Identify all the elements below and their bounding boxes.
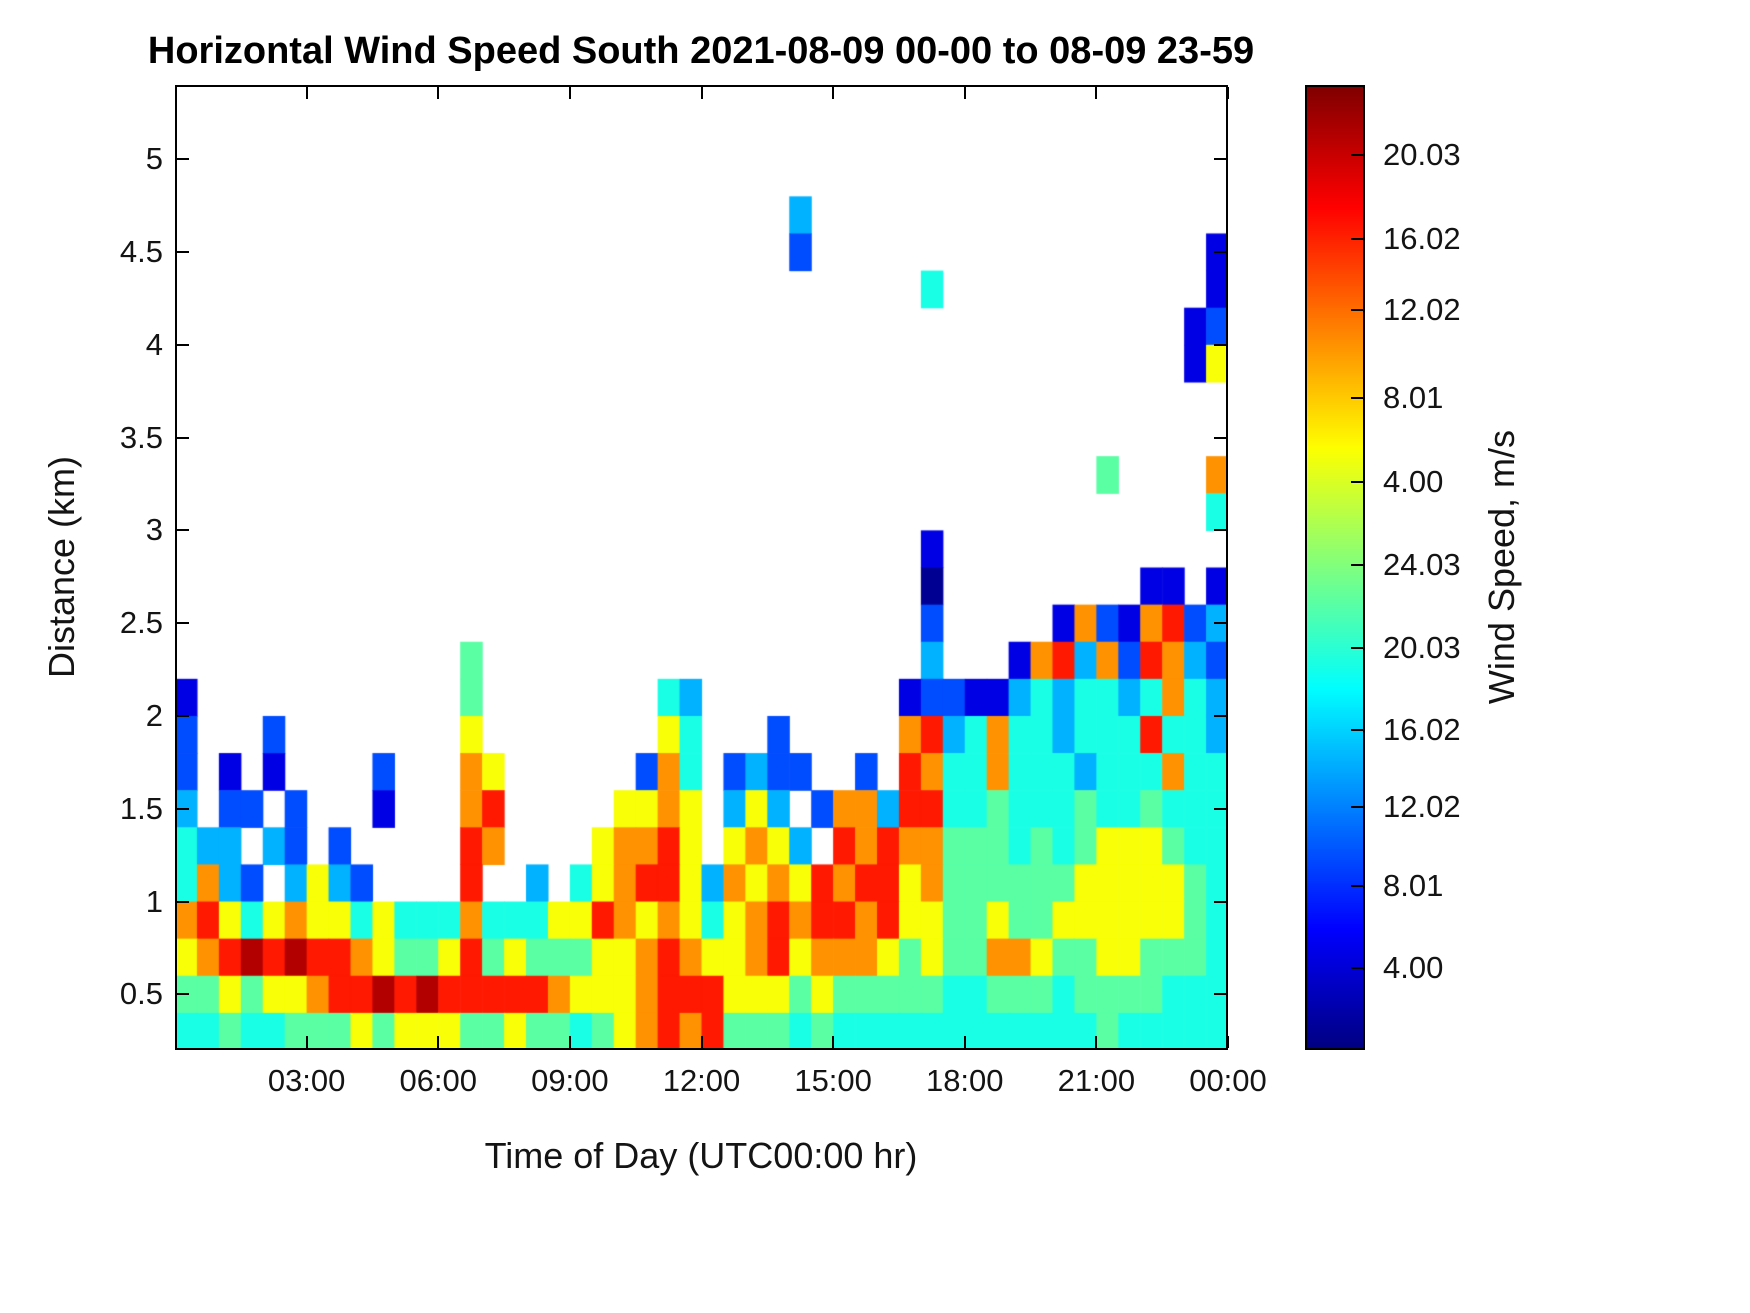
y-tick-label: 5 [145, 141, 163, 177]
x-tick-mark-top [568, 87, 571, 99]
x-tick-label: 18:00 [925, 1063, 1004, 1098]
x-tick-mark [963, 1036, 966, 1048]
colorbar-tick-mark [1351, 805, 1363, 808]
y-tick-mark-right [1214, 251, 1226, 254]
y-tick-mark [177, 807, 189, 810]
x-axis-label: Time of Day (UTC00:00 hr) [484, 1135, 918, 1176]
y-tick-mark-right [1214, 714, 1226, 717]
x-tick-mark-top [437, 87, 440, 99]
y-tick-label: 2 [145, 697, 163, 733]
x-tick-mark-top [700, 87, 703, 99]
x-tick-label: 12:00 [662, 1063, 741, 1098]
colorbar-tick-mark [1351, 154, 1363, 157]
colorbar-tick-mark [1351, 646, 1363, 649]
y-tick-mark [177, 251, 189, 254]
colorbar-tick-mark [1351, 563, 1363, 566]
x-tick-label: 15:00 [794, 1063, 872, 1098]
colorbar-gradient-canvas [1305, 85, 1365, 1050]
x-tick-mark [568, 1036, 571, 1048]
y-tick-mark-right [1214, 343, 1226, 346]
y-tick-mark-right [1214, 622, 1226, 625]
x-tick-mark-top [963, 87, 966, 99]
x-tick-mark [832, 1036, 835, 1048]
colorbar-tick-label: 16.02 [1383, 221, 1461, 257]
y-tick-mark-right [1214, 993, 1226, 996]
colorbar-tick-label: 4.00 [1383, 463, 1444, 499]
colorbar-tick-mark [1351, 884, 1363, 887]
colorbar-tick-mark [1351, 238, 1363, 241]
y-tick-mark-right [1214, 807, 1226, 810]
y-axis-label: Distance (km) [41, 455, 82, 679]
colorbar-tick-label: 24.03 [1383, 546, 1461, 582]
y-tick-label: 4 [145, 326, 163, 362]
colorbar-tick-label: 20.03 [1383, 137, 1461, 173]
colorbar-tick-mark [1351, 308, 1363, 311]
colorbar-tick-mark [1351, 480, 1363, 483]
colorbar-tick-label: 4.00 [1383, 949, 1444, 985]
x-tick-mark-top [1095, 87, 1098, 99]
y-tick-label: 3.5 [119, 419, 163, 455]
y-tick-mark [177, 900, 189, 903]
y-tick-mark [177, 343, 189, 346]
x-tick-mark [700, 1036, 703, 1048]
chart-title: Horizontal Wind Speed South 2021-08-09 0… [147, 30, 1255, 72]
y-tick-label: 3 [145, 512, 163, 548]
y-tick-mark [177, 622, 189, 625]
y-tick-mark [177, 993, 189, 996]
y-tick-mark-right [1214, 529, 1226, 532]
heatmap-canvas [175, 85, 1228, 1050]
x-tick-label: 21:00 [1057, 1063, 1136, 1098]
x-tick-label: 03:00 [267, 1063, 346, 1098]
y-tick-label: 4.5 [119, 234, 163, 270]
y-tick-label: 1.5 [119, 790, 163, 826]
x-tick-mark-top [1227, 87, 1229, 99]
x-tick-label: 09:00 [531, 1063, 609, 1098]
colorbar-tick-mark [1351, 728, 1363, 731]
y-tick-label: 0.5 [119, 976, 163, 1012]
colorbar-tick-label: 8.01 [1383, 867, 1444, 903]
colorbar-tick-label: 8.01 [1383, 379, 1444, 415]
colorbar [1305, 85, 1365, 1050]
y-tick-mark-right [1214, 900, 1226, 903]
colorbar-tick-label: 12.02 [1383, 788, 1461, 824]
y-tick-label: 1 [145, 883, 163, 919]
y-tick-mark-right [1214, 436, 1226, 439]
y-tick-mark [177, 529, 189, 532]
x-tick-mark [437, 1036, 440, 1048]
x-tick-mark-top [305, 87, 308, 99]
y-tick-mark-right [1214, 158, 1226, 161]
x-tick-mark [1227, 1036, 1229, 1048]
x-tick-mark-top [832, 87, 835, 99]
y-tick-mark [177, 436, 189, 439]
x-tick-mark [1095, 1036, 1098, 1048]
y-tick-label: 2.5 [119, 605, 163, 641]
x-tick-mark [305, 1036, 308, 1048]
y-tick-mark [177, 714, 189, 717]
colorbar-tick-label: 20.03 [1383, 629, 1461, 665]
colorbar-tick-label: 16.02 [1383, 711, 1461, 747]
colorbar-tick-label: 12.02 [1383, 291, 1461, 327]
colorbar-tick-mark [1351, 396, 1363, 399]
plot-area [175, 85, 1228, 1050]
x-tick-label: 00:00 [1189, 1063, 1267, 1098]
y-tick-mark [177, 158, 189, 161]
colorbar-tick-mark [1351, 966, 1363, 969]
x-tick-label: 06:00 [399, 1063, 478, 1098]
